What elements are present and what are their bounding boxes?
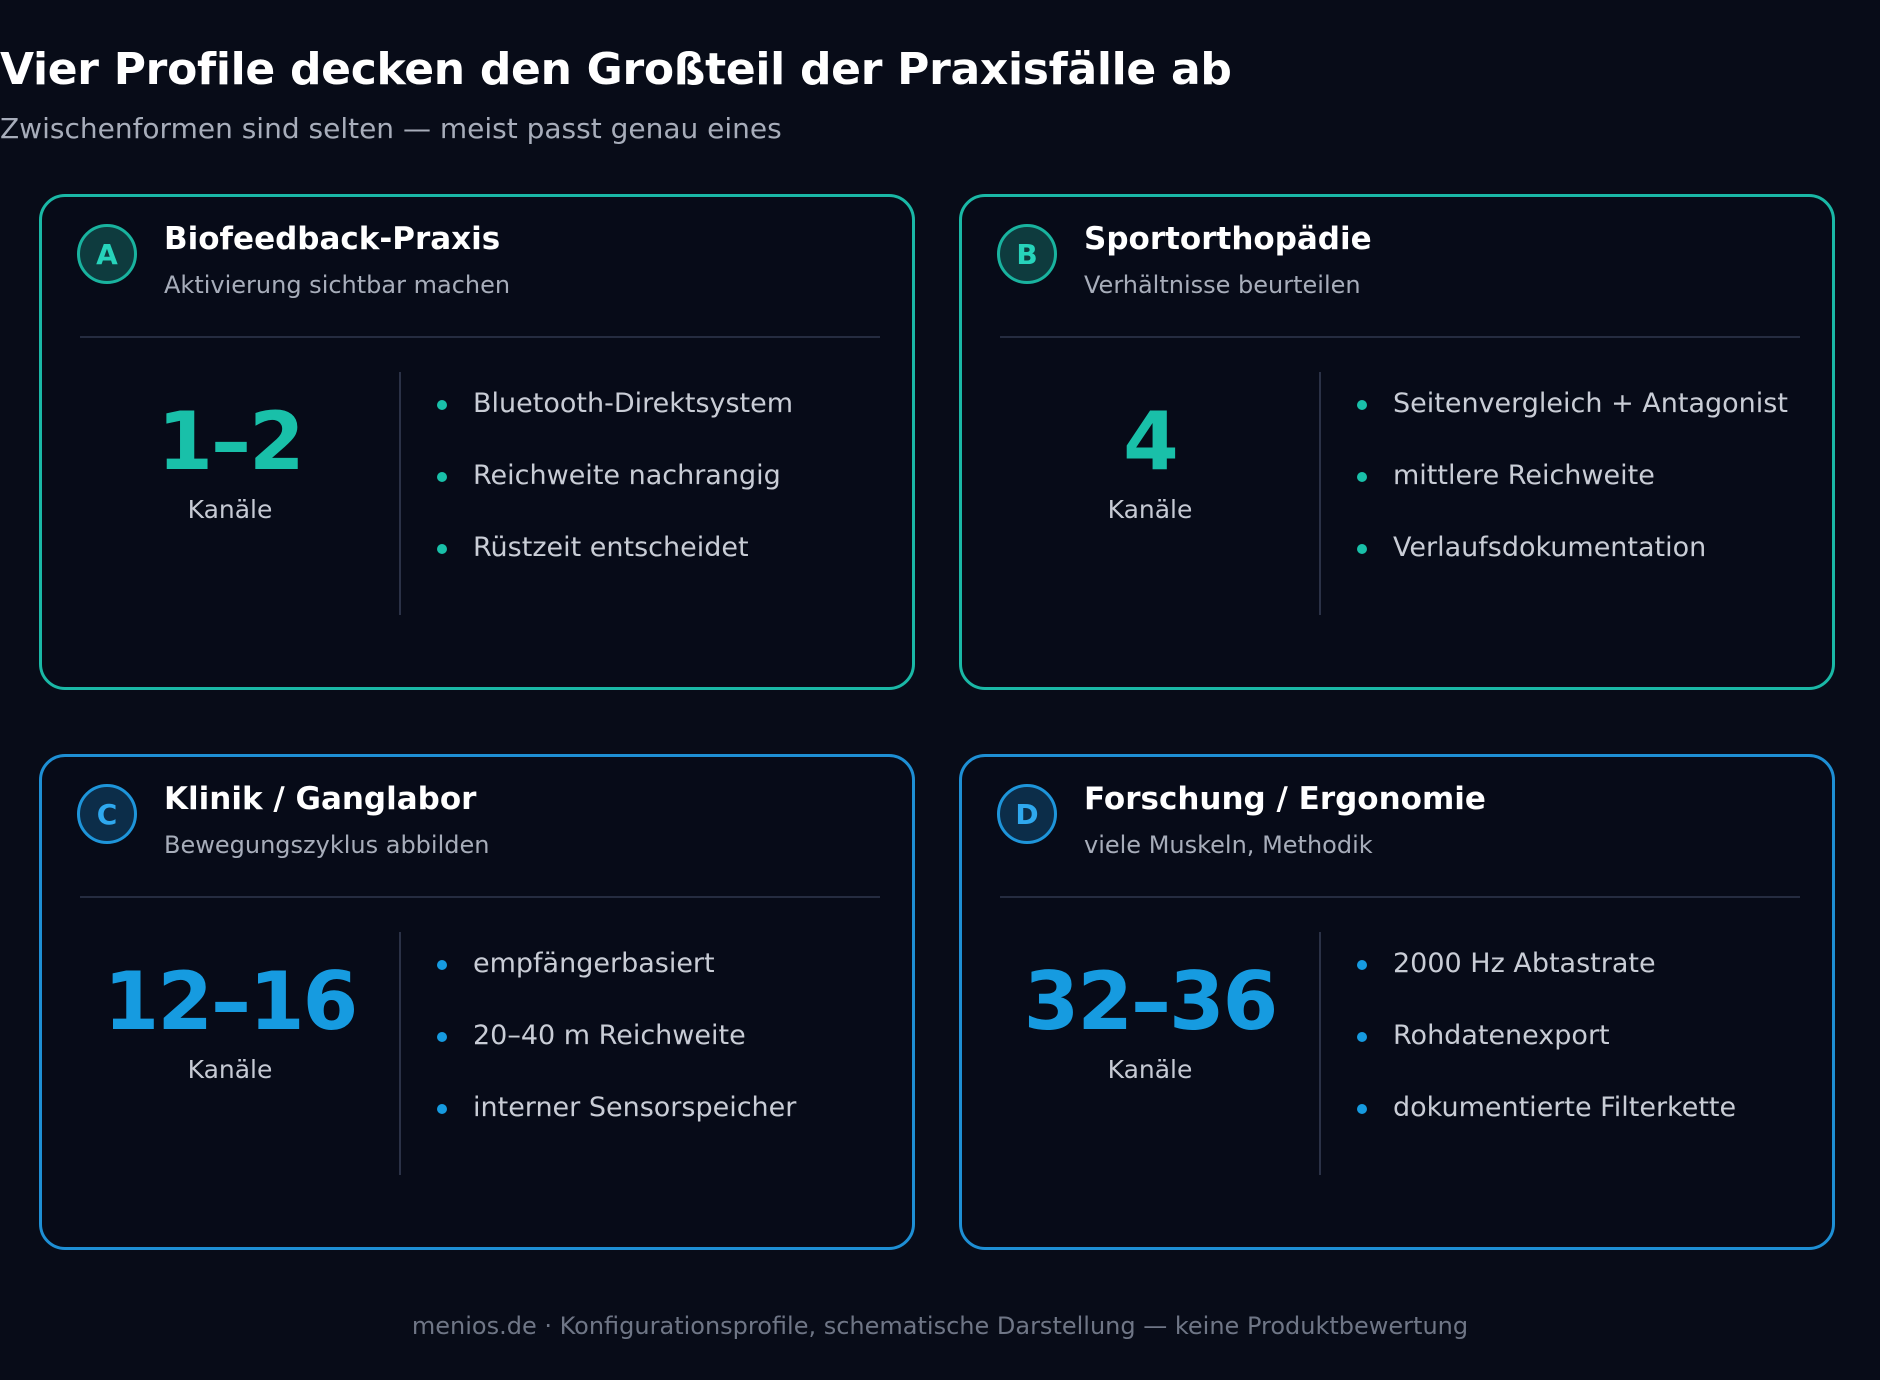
feature-item: Seitenvergleich + Antagonist xyxy=(1357,387,1788,459)
channel-unit: Kanäle xyxy=(187,1055,273,1084)
feature-list: empfängerbasiert 20–40 m Reichweite inte… xyxy=(437,947,796,1163)
feature-label: Seitenvergleich + Antagonist xyxy=(1393,388,1788,419)
profile-name: Biofeedback-Praxis xyxy=(164,221,501,257)
profile-badge: B xyxy=(997,224,1057,284)
feature-label: dokumentierte Filterkette xyxy=(1393,1092,1737,1123)
feature-list: Seitenvergleich + Antagonist mittlere Re… xyxy=(1357,387,1788,603)
bullet-icon xyxy=(437,544,447,554)
feature-label: Bluetooth-Direktsystem xyxy=(473,388,794,419)
page-title: Vier Profile decken den Großteil der Pra… xyxy=(0,44,1232,95)
feature-label: Verlaufsdokumentation xyxy=(1393,532,1707,563)
channel-count: 12–16 xyxy=(103,955,359,1048)
feature-item: empfängerbasiert xyxy=(437,947,796,1019)
channel-count: 1–2 xyxy=(157,395,304,488)
divider xyxy=(1000,336,1800,338)
divider xyxy=(80,336,880,338)
vertical-divider xyxy=(1319,932,1321,1175)
channel-count: 32–36 xyxy=(1023,955,1279,1048)
profile-badge: D xyxy=(997,784,1057,844)
profile-card-c: C Klinik / Ganglabor Bewegungszyklus abb… xyxy=(39,754,915,1250)
feature-label: mittlere Reichweite xyxy=(1393,460,1655,491)
bullet-icon xyxy=(437,472,447,482)
feature-item: Reichweite nachrangig xyxy=(437,459,793,531)
feature-list: Bluetooth-Direktsystem Reichweite nachra… xyxy=(437,387,793,603)
page-subtitle: Zwischenformen sind selten — meist passt… xyxy=(0,112,782,145)
vertical-divider xyxy=(399,932,401,1175)
profile-name: Klinik / Ganglabor xyxy=(164,781,477,817)
feature-label: Rohdatenexport xyxy=(1393,1020,1610,1051)
feature-label: 2000 Hz Abtastrate xyxy=(1393,948,1656,979)
feature-item: interner Sensorspeicher xyxy=(437,1091,796,1163)
feature-label: empfängerbasiert xyxy=(473,948,715,979)
feature-item: Bluetooth-Direktsystem xyxy=(437,387,793,459)
feature-item: Rohdatenexport xyxy=(1357,1019,1736,1091)
feature-label: 20–40 m Reichweite xyxy=(473,1020,746,1051)
feature-label: Reichweite nachrangig xyxy=(473,460,781,491)
profile-tagline: Bewegungszyklus abbilden xyxy=(164,831,490,859)
profile-badge: C xyxy=(77,784,137,844)
feature-label: Rüstzeit entscheidet xyxy=(473,532,749,563)
profile-card-b: B Sportorthopädie Verhältnisse beurteile… xyxy=(959,194,1835,690)
divider xyxy=(1000,896,1800,898)
profile-card-a: A Biofeedback-Praxis Aktivierung sichtba… xyxy=(39,194,915,690)
bullet-icon xyxy=(437,1032,447,1042)
feature-item: 20–40 m Reichweite xyxy=(437,1019,796,1091)
bullet-icon xyxy=(1357,1104,1367,1114)
profile-tagline: viele Muskeln, Methodik xyxy=(1084,831,1373,859)
channel-unit: Kanäle xyxy=(1107,495,1193,524)
profile-tagline: Verhältnisse beurteilen xyxy=(1084,271,1361,299)
divider xyxy=(80,896,880,898)
bullet-icon xyxy=(1357,960,1367,970)
vertical-divider xyxy=(399,372,401,615)
feature-item: mittlere Reichweite xyxy=(1357,459,1788,531)
bullet-icon xyxy=(437,400,447,410)
profile-card-d: D Forschung / Ergonomie viele Muskeln, M… xyxy=(959,754,1835,1250)
feature-label: interner Sensorspeicher xyxy=(473,1092,797,1123)
footer-note: menios.de · Konfigurationsprofile, schem… xyxy=(411,1312,1469,1340)
profile-name: Sportorthopädie xyxy=(1084,221,1372,257)
profile-badge: A xyxy=(77,224,137,284)
profile-tagline: Aktivierung sichtbar machen xyxy=(164,271,511,299)
profile-name: Forschung / Ergonomie xyxy=(1084,781,1486,817)
feature-list: 2000 Hz Abtastrate Rohdatenexport dokume… xyxy=(1357,947,1736,1163)
bullet-icon xyxy=(1357,400,1367,410)
bullet-icon xyxy=(437,960,447,970)
feature-item: Verlaufsdokumentation xyxy=(1357,531,1788,603)
bullet-icon xyxy=(1357,472,1367,482)
bullet-icon xyxy=(437,1104,447,1114)
channel-unit: Kanäle xyxy=(1107,1055,1193,1084)
bullet-icon xyxy=(1357,544,1367,554)
feature-item: 2000 Hz Abtastrate xyxy=(1357,947,1736,1019)
feature-item: Rüstzeit entscheidet xyxy=(437,531,793,603)
vertical-divider xyxy=(1319,372,1321,615)
bullet-icon xyxy=(1357,1032,1367,1042)
feature-item: dokumentierte Filterkette xyxy=(1357,1091,1736,1163)
channel-unit: Kanäle xyxy=(187,495,273,524)
channel-count: 4 xyxy=(1123,395,1179,488)
